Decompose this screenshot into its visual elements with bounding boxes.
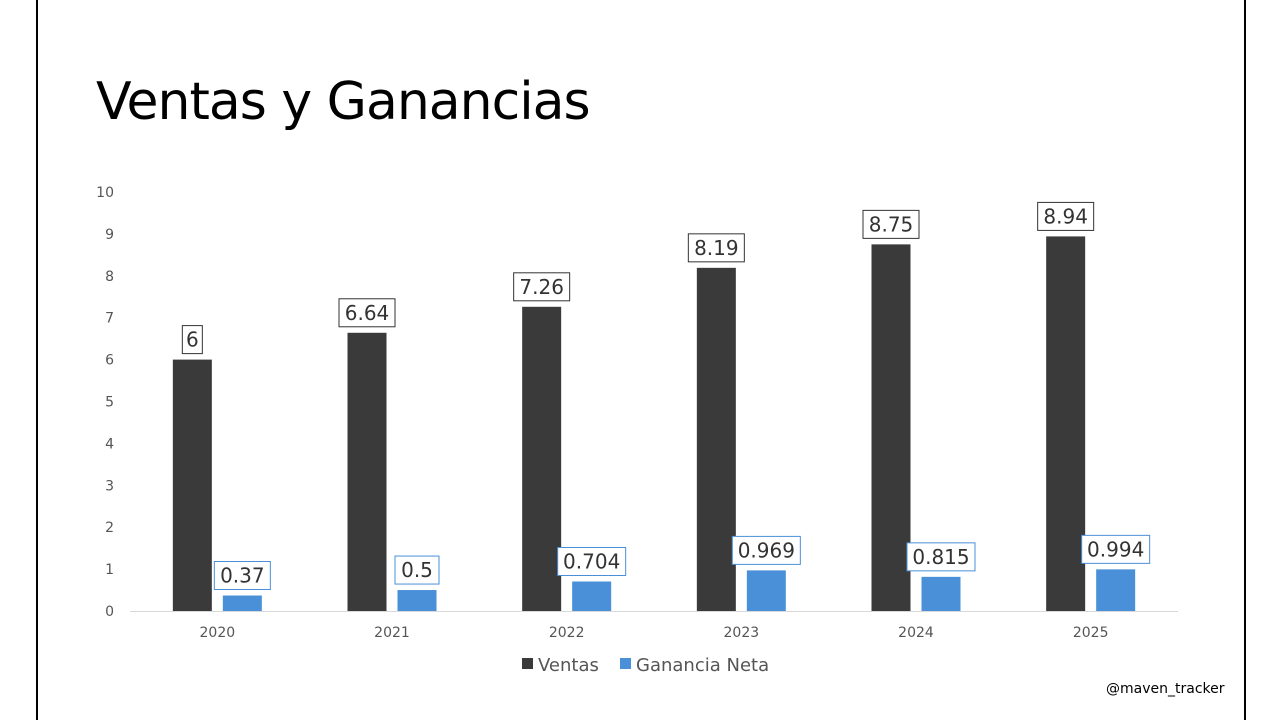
bar-ventas	[347, 332, 387, 611]
y-tick-label: 5	[105, 395, 114, 411]
data-label: 6	[186, 328, 199, 352]
y-tick-label: 6	[105, 353, 114, 369]
data-label: 0.5	[401, 558, 433, 582]
data-label-box	[906, 542, 976, 572]
data-label: 0.994	[1087, 537, 1144, 561]
data-label: 0.969	[738, 538, 795, 562]
x-tick-label: 2025	[1073, 625, 1109, 641]
data-label-box	[213, 560, 271, 590]
data-label: 8.75	[869, 212, 914, 236]
data-label-box	[394, 555, 440, 585]
bar-ventas	[1046, 236, 1086, 611]
page-title: Ventas y Ganancias	[96, 72, 591, 132]
x-tick-label: 2020	[200, 625, 236, 641]
y-tick-label: 10	[96, 185, 114, 201]
y-tick-label: 4	[105, 436, 114, 452]
data-label: 8.94	[1043, 204, 1088, 228]
bar-ventas	[522, 306, 562, 611]
y-tick-label: 9	[105, 227, 114, 243]
y-tick-label: 1	[105, 562, 114, 578]
data-label-box	[862, 209, 920, 239]
bar-ventas	[172, 359, 212, 611]
bar-ganancia-neta	[222, 595, 262, 611]
y-tick-label: 0	[105, 604, 114, 620]
data-label-box	[557, 547, 627, 577]
x-tick-label: 2023	[724, 625, 760, 641]
legend-label: Ventas	[538, 655, 599, 676]
data-label-box	[338, 298, 396, 328]
data-label-box	[731, 535, 801, 565]
data-label-box	[181, 325, 203, 355]
bar-ventas	[696, 267, 736, 611]
x-tick-label: 2022	[549, 625, 585, 641]
legend-swatch-ganancia-neta	[620, 658, 631, 669]
slide-border-right	[1244, 0, 1246, 720]
data-label: 0.704	[563, 550, 620, 574]
legend-swatch-ventas	[522, 658, 533, 669]
data-label-box	[1037, 201, 1095, 231]
bar-ventas	[871, 244, 911, 611]
data-label: 6.64	[345, 301, 390, 325]
bar-ganancia-neta	[1096, 569, 1136, 611]
data-label-box	[1081, 534, 1151, 564]
y-tick-label: 7	[105, 311, 114, 327]
bar-ganancia-neta	[746, 570, 786, 611]
watermark-handle: @maven_tracker	[1106, 681, 1225, 697]
y-tick-label: 3	[105, 478, 114, 494]
data-label: 0.815	[912, 545, 969, 569]
data-label: 8.19	[694, 236, 739, 260]
bar-ganancia-neta	[921, 576, 961, 611]
y-tick-label: 8	[105, 269, 114, 285]
y-tick-label: 2	[105, 520, 114, 536]
bar-ganancia-neta	[397, 590, 437, 611]
x-tick-label: 2021	[374, 625, 410, 641]
legend-label: Ganancia Neta	[636, 655, 769, 676]
slide-border-left	[36, 0, 38, 720]
data-label: 0.37	[220, 563, 265, 587]
data-label-box	[513, 272, 571, 302]
data-label: 7.26	[519, 275, 564, 299]
data-label-box	[687, 233, 745, 263]
x-tick-label: 2024	[898, 625, 934, 641]
bar-ganancia-neta	[572, 581, 612, 611]
